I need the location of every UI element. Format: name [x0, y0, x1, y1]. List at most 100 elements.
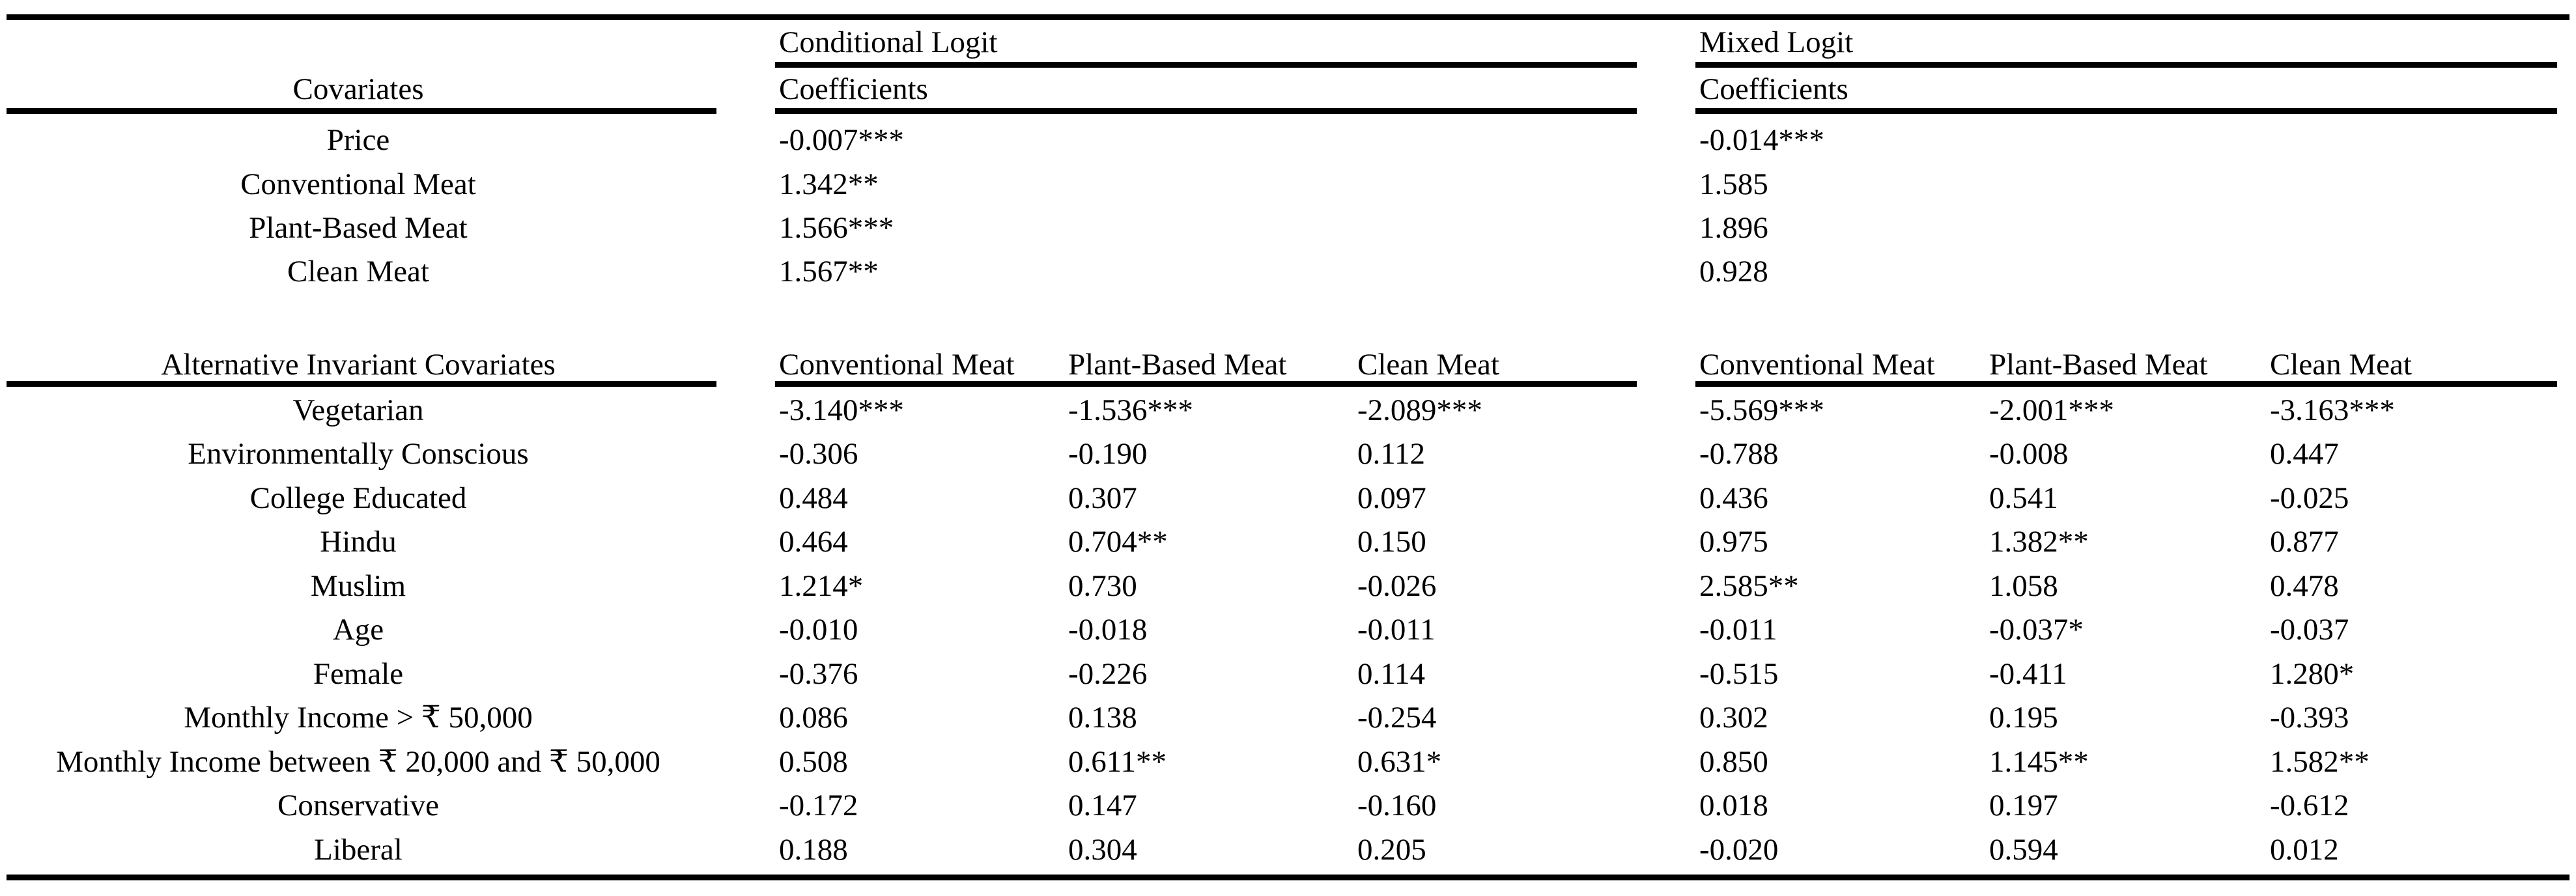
cell-value: 1.342**: [779, 167, 879, 201]
cell-value: 0.188: [779, 833, 848, 867]
cell-empty: [1357, 165, 1637, 203]
cell-value: 1.566***: [779, 211, 894, 245]
cell-value: -5.569***: [1699, 393, 1824, 427]
cell-value: 0.197: [1989, 789, 2058, 822]
subheader-conditional-conventional-meat: Conventional Meat: [779, 348, 1015, 382]
cell-value: 0.112: [1357, 437, 1426, 471]
column-gap: [716, 346, 779, 384]
cell-value: 0.205: [1357, 833, 1426, 867]
column-gap: [716, 743, 779, 781]
column-gap: [1637, 165, 1699, 203]
cell-value: 0.195: [1989, 701, 2058, 735]
alt-invariant-covariates-header: Alternative Invariant Covariates: [161, 348, 556, 382]
cell-value: 0.086: [779, 701, 848, 735]
cell-value: 0.302: [1699, 701, 1768, 735]
column-gap: [716, 209, 779, 247]
column-gap: [716, 479, 779, 517]
column-gap: [1637, 253, 1699, 290]
row-label: Price: [326, 123, 390, 157]
cell-value: -2.001***: [1989, 393, 2114, 427]
group-header-spacer: [0, 23, 716, 61]
cell-value: 1.280*: [2270, 657, 2355, 691]
column-gap: [716, 23, 779, 61]
column-gap: [1637, 743, 1699, 781]
rule-under-alt-invariant-covariates: [7, 381, 716, 387]
cell-value: -0.010: [779, 613, 858, 647]
cell-value: -0.172: [779, 789, 858, 822]
row-label: Plant-Based Meat: [249, 211, 468, 245]
column-gap: [716, 121, 779, 159]
column-gap: [716, 70, 779, 108]
column-gap: [716, 787, 779, 824]
cell-empty: [2270, 121, 2576, 159]
cell-empty: [1357, 121, 1637, 159]
column-gap: [1637, 209, 1699, 247]
cell-value: -0.393: [2270, 701, 2349, 735]
column-gap: [716, 391, 779, 429]
subheader-mixed-clean-meat: Clean Meat: [2270, 348, 2412, 382]
cell-value: 0.484: [779, 481, 848, 515]
row-label: Conservative: [277, 789, 439, 822]
cell-value: -0.026: [1357, 569, 1437, 603]
cell-empty: [1989, 209, 2270, 247]
cell-value: -3.140***: [779, 393, 904, 427]
column-gap: [716, 567, 779, 605]
column-gap: [1637, 567, 1699, 605]
cell-value: 0.464: [779, 525, 848, 559]
group-header-conditional-logit: Conditional Logit: [779, 25, 998, 59]
column-gap: [1637, 70, 1699, 108]
table-row-plant-based-meat: Plant-Based Meat 1.566*** 1.896: [0, 209, 2576, 247]
covariates-header: Covariates: [292, 72, 424, 106]
rule-under-coefficients-conditional: [775, 108, 1637, 114]
table-row-income-20000-50000: Monthly Income between ₹ 20,000 and ₹ 50…: [0, 743, 2576, 781]
cell-value: 0.975: [1699, 525, 1768, 559]
cell-empty: [1068, 253, 1357, 290]
row-label: College Educated: [249, 481, 467, 515]
cell-value: 0.114: [1357, 657, 1426, 691]
cell-value: 1.145**: [1989, 745, 2089, 779]
row-label: Vegetarian: [292, 393, 424, 427]
cell-value: 0.150: [1357, 525, 1426, 559]
cell-empty: [1357, 209, 1637, 247]
cell-value: -0.037*: [1989, 613, 2084, 647]
table-row-age: Age -0.010 -0.018 -0.011 -0.011 -0.037* …: [0, 611, 2576, 649]
cell-value: 0.012: [2270, 833, 2339, 867]
cell-value: 1.058: [1989, 569, 2058, 603]
cell-empty: [1357, 253, 1637, 290]
row-label: Clean Meat: [287, 255, 429, 288]
table-row-conservative: Conservative -0.172 0.147 -0.160 0.018 0…: [0, 787, 2576, 824]
column-gap: [1637, 699, 1699, 736]
alt-invariant-header-row: Alternative Invariant Covariates Convent…: [0, 346, 2576, 384]
subheader-conditional-plant-based-meat: Plant-Based Meat: [1068, 348, 1287, 382]
cell-value: 0.611**: [1068, 745, 1167, 779]
cell-empty: [1989, 253, 2270, 290]
cell-empty: [1068, 121, 1357, 159]
column-gap: [1637, 23, 1699, 61]
cell-value: -1.536***: [1068, 393, 1193, 427]
cell-value: -0.254: [1357, 701, 1437, 735]
column-gap: [716, 253, 779, 290]
column-gap: [716, 165, 779, 203]
column-gap: [1637, 479, 1699, 517]
row-label: Female: [313, 657, 404, 691]
cell-value: -0.190: [1068, 437, 1148, 471]
column-gap: [1637, 523, 1699, 561]
cell-value: 0.877: [2270, 525, 2339, 559]
rule-under-coefficients-mixed: [1695, 108, 2557, 114]
cell-value: 1.582**: [2270, 745, 2370, 779]
column-gap: [716, 831, 779, 869]
cell-value: 1.567**: [779, 255, 879, 288]
column-gap: [1637, 655, 1699, 693]
column-gap: [1637, 346, 1699, 384]
cell-value: 1.382**: [1989, 525, 2089, 559]
cell-value: 0.594: [1989, 833, 2058, 867]
row-label: Monthly Income between ₹ 20,000 and ₹ 50…: [56, 745, 660, 779]
cell-value: 0.307: [1068, 481, 1137, 515]
cell-value: 0.304: [1068, 833, 1137, 867]
cell-value: 0.850: [1699, 745, 1768, 779]
column-gap: [716, 435, 779, 473]
subheader-mixed-conventional-meat: Conventional Meat: [1699, 348, 1935, 382]
column-gap: [716, 655, 779, 693]
column-gap: [1637, 787, 1699, 824]
